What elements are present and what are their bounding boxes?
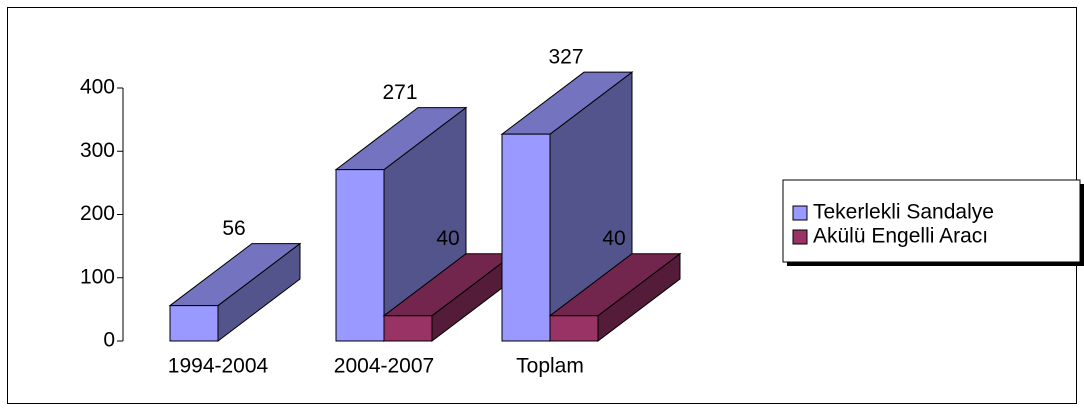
bar — [168, 242, 302, 343]
y-tick-label: 300 — [80, 139, 115, 162]
y-tick-label: 400 — [80, 76, 115, 99]
y-tick-label: 200 — [80, 202, 115, 225]
bar — [382, 252, 516, 343]
legend-label: Akülü Engelli Aracı — [813, 225, 988, 248]
legend-label: Tekerlekli Sandalye — [813, 201, 994, 224]
y-tick-label: 100 — [80, 265, 115, 288]
data-label: 327 — [548, 46, 583, 69]
x-tick-label: 1994-2004 — [168, 355, 269, 378]
data-label: 40 — [602, 227, 625, 250]
bar-front — [169, 305, 219, 342]
data-label: 40 — [436, 227, 459, 250]
x-tick-label: Toplam — [516, 355, 584, 378]
bar-front — [383, 315, 433, 342]
x-tick-label: 2004-2007 — [334, 355, 434, 378]
legend — [782, 179, 1081, 263]
legend-swatch — [792, 205, 808, 221]
data-label: 56 — [222, 217, 245, 240]
bar-front — [549, 315, 599, 342]
bar-front — [335, 169, 385, 342]
bar — [548, 252, 682, 343]
y-tick-label: 0 — [103, 329, 115, 352]
data-label: 271 — [382, 81, 417, 104]
legend-swatch — [792, 229, 808, 245]
bar-front — [501, 133, 551, 342]
